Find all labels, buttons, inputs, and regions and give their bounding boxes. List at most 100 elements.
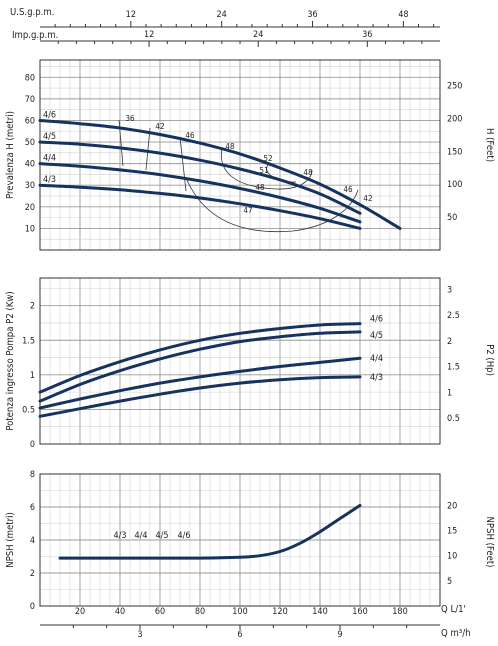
head-ytick-left: 80 bbox=[25, 73, 35, 83]
power-ylabel-left: Potenza ingresso Pompa P2 (Kw) bbox=[5, 291, 16, 430]
panel-head: 4/6 4/5 4/4 4/3 10 20 30 40 50 60 70 80 50 100 150 200… bbox=[5, 59, 495, 251]
npsh-ytick-right: 10 bbox=[447, 552, 457, 562]
head-curve-4-5 bbox=[38, 140, 362, 215]
npsh-series-label: 4/6 bbox=[177, 531, 190, 541]
head-ytick-left: 60 bbox=[25, 116, 35, 126]
power-ytick-right: 2 bbox=[447, 337, 452, 347]
head-ytick-left: 10 bbox=[25, 224, 35, 234]
bottom-axis-m3h-ticks: 3 6 9 bbox=[72, 625, 408, 640]
efficiency-label: 51 bbox=[259, 166, 268, 175]
head-curve-label: 4/5 bbox=[43, 132, 56, 142]
usgpm-tick-label: 12 bbox=[126, 10, 136, 20]
head-ytick-left: 20 bbox=[25, 203, 35, 213]
npsh-ytick-right: 20 bbox=[447, 501, 457, 511]
head-curve-4-4 bbox=[38, 162, 362, 224]
power-ytick-right: 1 bbox=[447, 388, 452, 398]
head-ylabel-right: H (Feet) bbox=[484, 128, 495, 162]
npsh-ytick-left: 2 bbox=[30, 569, 35, 579]
efficiency-label: 48 bbox=[225, 142, 235, 151]
head-ytick-right: 150 bbox=[447, 147, 462, 157]
efficiency-label: 36 bbox=[125, 114, 135, 123]
efficiency-label: 52 bbox=[263, 154, 272, 163]
npsh-ytick-left: 8 bbox=[30, 470, 35, 480]
top-axis-usgpm-ticks: 12 24 36 48 bbox=[54, 10, 435, 27]
impgpm-tick-label: 12 bbox=[144, 30, 154, 40]
power-ylabel-right: P2 (Hp) bbox=[484, 344, 495, 376]
npsh-curve bbox=[58, 503, 362, 560]
head-curve-4-3 bbox=[38, 183, 362, 230]
power-ytick-right: 2.5 bbox=[447, 311, 460, 321]
power-ytick-left: 0.5 bbox=[22, 405, 35, 415]
efficiency-label: 48 bbox=[255, 183, 265, 192]
head-ytick-right: 100 bbox=[447, 180, 462, 190]
npsh-ytick-right: 5 bbox=[447, 577, 452, 587]
impgpm-tick-label: 24 bbox=[253, 30, 263, 40]
power-curve-4-3 bbox=[38, 375, 362, 418]
efficiency-label: 42 bbox=[155, 122, 164, 131]
lmin-tick-label: 60 bbox=[155, 607, 165, 617]
power-ytick-right: 1.5 bbox=[447, 363, 460, 373]
head-curve-label: 4/3 bbox=[43, 175, 56, 185]
lmin-tick-label: 140 bbox=[312, 607, 327, 617]
npsh-ytick-left: 4 bbox=[30, 536, 35, 546]
usgpm-tick-label: 24 bbox=[217, 10, 227, 20]
power-curve-label: 4/6 bbox=[370, 315, 383, 325]
head-ytick-right: 250 bbox=[447, 81, 462, 91]
panel-power: 4/6 4/5 4/4 4/3 0 0.5 1 1.5 2 0.5 1 1.5 2 2.5 3 Poten… bbox=[5, 277, 495, 450]
npsh-ylabel-left: NPSH (metri) bbox=[5, 512, 16, 568]
efficiency-label: 46 bbox=[185, 131, 195, 140]
efficiency-label: 48 bbox=[303, 168, 313, 177]
power-ytick-left: 1.5 bbox=[22, 336, 35, 346]
lmin-tick-label: 100 bbox=[232, 607, 247, 617]
power-curve-label: 4/3 bbox=[370, 373, 383, 383]
head-ylabel-left: Prevalenza H (metri) bbox=[5, 111, 16, 199]
usgpm-tick-label: 48 bbox=[398, 10, 408, 20]
power-curve-4-6 bbox=[38, 322, 362, 394]
npsh-ylabel-right: NPSH (Feet) bbox=[484, 516, 495, 567]
head-curve-label: 4/4 bbox=[43, 154, 56, 164]
power-curve-label: 4/5 bbox=[370, 331, 383, 341]
efficiency-label: 42 bbox=[363, 194, 372, 203]
npsh-ytick-left: 0 bbox=[30, 602, 35, 612]
power-ytick-right: 3 bbox=[447, 285, 452, 295]
power-ytick-right: 0.5 bbox=[447, 414, 460, 424]
head-ytick-left: 50 bbox=[25, 138, 35, 148]
lmin-tick-label: 160 bbox=[352, 607, 367, 617]
impgpm-tick-label: 36 bbox=[362, 30, 372, 40]
iso-efficiency-line bbox=[185, 177, 359, 233]
power-ytick-left: 1 bbox=[30, 371, 35, 381]
bottom-axis-m3h-title: Q m³/h bbox=[441, 628, 471, 639]
top-axis-impgpm-title: Imp.g.p.m. bbox=[12, 30, 58, 41]
lmin-tick-label: 180 bbox=[392, 607, 407, 617]
iso-efficiency-line bbox=[145, 127, 151, 171]
iso-efficiency-line bbox=[179, 136, 187, 192]
npsh-series-label: 4/5 bbox=[155, 531, 168, 541]
usgpm-tick-label: 36 bbox=[307, 10, 317, 20]
head-ytick-right: 200 bbox=[447, 114, 462, 124]
head-ytick-left: 40 bbox=[25, 160, 35, 170]
m3h-tick-label: 3 bbox=[137, 630, 142, 640]
bottom-axis-lmin-title: Q L/1' bbox=[441, 604, 466, 615]
bottom-axis-lmin-ticks: 20 40 60 80 100 120 140 160 180 bbox=[75, 607, 408, 617]
head-ytick-left: 30 bbox=[25, 181, 35, 191]
power-curve-label: 4/4 bbox=[370, 354, 383, 364]
npsh-ytick-left: 6 bbox=[30, 503, 35, 513]
head-curve-label: 4/6 bbox=[43, 110, 56, 120]
head-ytick-left: 70 bbox=[25, 95, 35, 105]
npsh-series-label: 4/4 bbox=[134, 531, 147, 541]
m3h-tick-label: 9 bbox=[337, 630, 342, 640]
lmin-tick-label: 20 bbox=[75, 607, 85, 617]
power-curve-4-4 bbox=[38, 356, 362, 410]
power-ytick-left: 0 bbox=[30, 440, 35, 450]
power-curve-4-5 bbox=[38, 330, 362, 403]
lmin-tick-label: 120 bbox=[272, 607, 287, 617]
efficiency-label: 47 bbox=[243, 206, 252, 215]
panel-npsh: 4/3 4/4 4/5 4/6 0 2 4 6 8 5 10 15 20 NPSH (metri) N… bbox=[5, 470, 495, 612]
lmin-tick-label: 80 bbox=[195, 607, 205, 617]
npsh-ytick-right: 15 bbox=[447, 527, 457, 537]
efficiency-label: 46 bbox=[343, 185, 353, 194]
power-ytick-left: 2 bbox=[30, 302, 35, 312]
npsh-series-label: 4/3 bbox=[113, 531, 126, 541]
top-axis-impgpm-ticks: 12 24 36 bbox=[40, 30, 440, 47]
